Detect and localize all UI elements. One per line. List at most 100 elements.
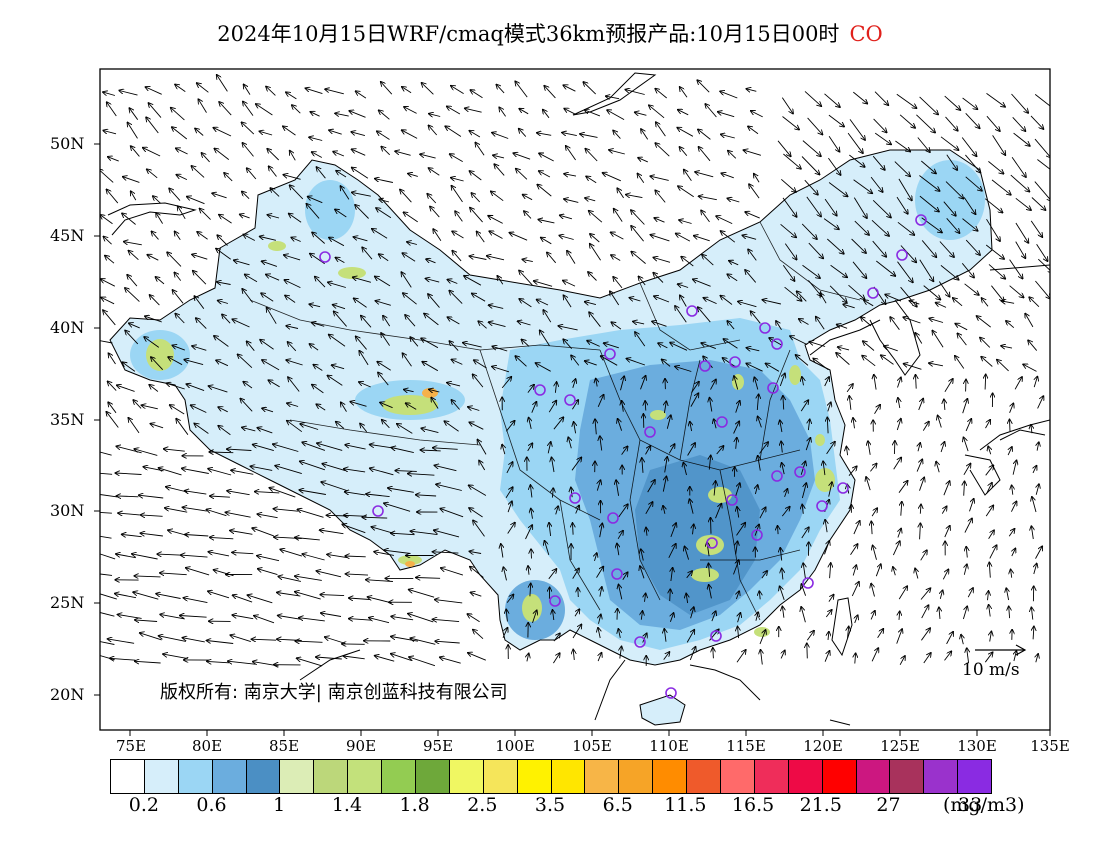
wind-arrow [940, 136, 959, 150]
wind-arrow [100, 494, 118, 498]
wind-arrow [988, 264, 1005, 278]
city-marker [534, 384, 546, 396]
lat-label-20n: 20N [50, 685, 85, 704]
wind-arrow [288, 342, 297, 352]
wind-arrow [366, 494, 390, 497]
wind-arrow [826, 238, 844, 254]
wind-arrow [727, 198, 740, 203]
wind-arrow [186, 384, 205, 392]
wind-arrow [193, 271, 207, 285]
wind-arrow [149, 385, 159, 392]
legend-swatch [754, 760, 789, 793]
city-marker [634, 636, 646, 648]
city-marker [706, 537, 718, 549]
legend-swatch [111, 760, 145, 793]
wind-arrow [962, 606, 967, 620]
city-marker [771, 470, 783, 482]
wind-arrow [877, 629, 884, 639]
wind-arrow [553, 417, 564, 430]
lon-label-120e: 120E [803, 737, 843, 755]
wind-arrow [929, 318, 944, 323]
wind-arrow [622, 572, 628, 581]
wind-arrow [610, 291, 620, 306]
wind-arrow [800, 400, 808, 412]
wind-arrow [308, 197, 323, 204]
wind-arrow [988, 446, 991, 455]
wind-arrow [383, 316, 391, 327]
wind-arrow [287, 421, 303, 433]
wind-arrow [635, 112, 647, 115]
wind-arrow [991, 179, 1011, 195]
wind-arrow [863, 341, 875, 351]
wind-arrow [209, 386, 228, 393]
city-marker [372, 505, 384, 517]
city-marker [319, 251, 331, 263]
wind-arrow [463, 343, 482, 348]
wind-arrow [103, 92, 116, 96]
legend-swatch [687, 760, 722, 793]
wind-arrow [709, 456, 710, 470]
wind-arrow [1030, 115, 1043, 129]
wind-arrow [131, 146, 140, 157]
wind-arrow [266, 87, 276, 96]
city-marker [699, 360, 711, 372]
wind-arrow [253, 445, 274, 452]
wind-arrow [617, 544, 619, 556]
wind-arrow [896, 629, 902, 644]
legend-swatch [449, 760, 484, 793]
wind-arrow [300, 424, 319, 430]
wind-arrow [258, 569, 278, 576]
wind-arrow [600, 436, 602, 451]
legend-swatch [144, 760, 179, 793]
wind-arrow [539, 153, 554, 162]
wind-arrow [309, 304, 321, 307]
wind-arrow [1009, 403, 1014, 413]
wind-arrow [169, 188, 181, 201]
wind-arrow [614, 209, 623, 222]
legend-swatch [416, 760, 450, 793]
wind-arrow [478, 321, 487, 329]
wind-arrow [341, 402, 347, 412]
legend-swatch [314, 760, 349, 793]
wind-arrow [128, 123, 138, 139]
wind-arrow [435, 465, 457, 472]
wind-arrow [617, 188, 624, 199]
wind-arrow [898, 481, 908, 493]
wind-arrow [285, 296, 296, 303]
wind-arrow [825, 520, 827, 533]
wind-arrow [382, 420, 390, 429]
wind-arrow [522, 259, 533, 261]
legend-swatch [958, 760, 992, 793]
wind-arrow [1009, 259, 1023, 279]
wind-arrow [691, 607, 694, 619]
wind-arrow [989, 545, 997, 559]
wind-arrow [618, 504, 628, 518]
legend-swatch [348, 760, 383, 793]
wind-arrow [727, 274, 738, 282]
lat-label-40n: 40N [50, 318, 85, 337]
wind-arrow [666, 415, 671, 429]
wind-arrow [395, 151, 411, 156]
wind-arrow [159, 636, 186, 642]
wind-arrow [172, 127, 188, 140]
wind-arrow [781, 442, 782, 453]
wind-arrow [531, 549, 532, 559]
wind-arrow [247, 341, 255, 351]
wind-arrow [898, 529, 901, 538]
wind-arrow [830, 264, 848, 277]
wind-arrow [904, 364, 922, 370]
wind-arrow [899, 114, 915, 128]
legend-level-label: 0.6 [196, 794, 227, 816]
wind-arrow [329, 335, 346, 347]
wind-arrow [709, 564, 710, 577]
wind-arrow [519, 299, 532, 308]
wind-arrow [710, 380, 716, 390]
wind-arrow [736, 591, 739, 600]
wind-arrow [965, 176, 982, 191]
city-marker [726, 494, 738, 506]
wind-arrow [884, 346, 898, 352]
wind-arrow [310, 344, 319, 351]
wind-arrow [989, 563, 990, 578]
wind-arrow [1033, 466, 1037, 474]
